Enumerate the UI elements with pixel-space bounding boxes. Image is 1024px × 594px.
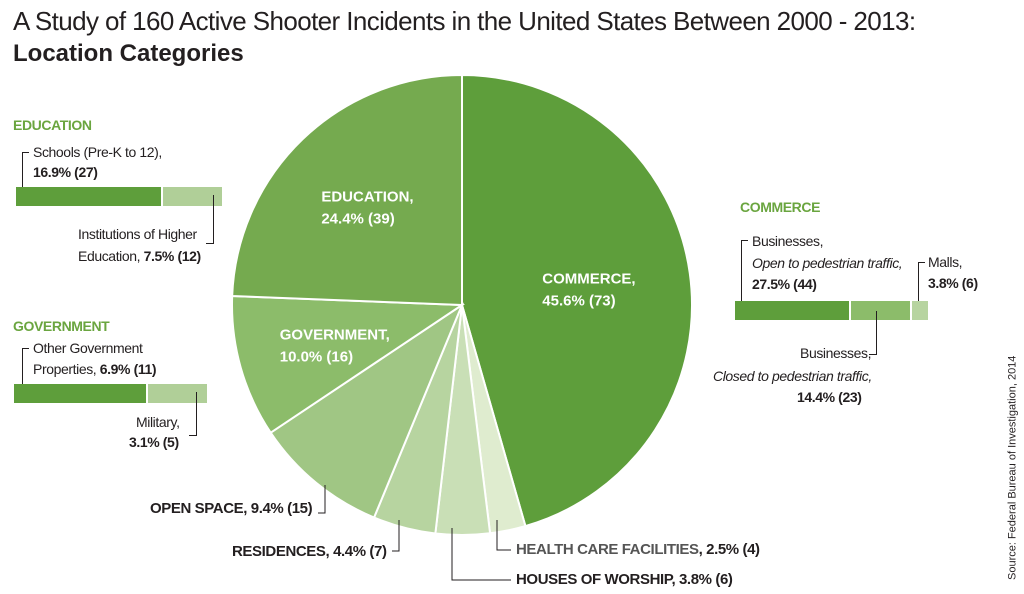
label-houses-of-worship: HOUSES OF WORSHIP, 3.8% (6) <box>516 570 733 589</box>
government-other-bar <box>14 384 146 403</box>
education-heading: EDUCATION <box>13 117 92 133</box>
label-health-care: HEALTH CARE FACILITIES, 2.5% (4) <box>516 540 760 559</box>
leader-line-houses-of-worship <box>451 528 511 581</box>
government-other-label-1: Other Government <box>33 340 143 356</box>
pie-slice-commerce <box>461 73 693 528</box>
commerce-closed-value: 14.4% (23) <box>797 389 862 405</box>
commerce-malls-bar <box>912 301 928 320</box>
government-heading: GOVERNMENT <box>13 318 110 334</box>
education-higher-label-1: Institutions of Higher <box>78 226 197 242</box>
leader-line-health-care <box>496 520 511 551</box>
pie-label-government: GOVERNMENT, <box>280 327 390 344</box>
education-schools-leader-tick <box>22 152 29 153</box>
label-health-care-value: , 2.5% (4) <box>698 541 760 558</box>
commerce-closed-leader-tick <box>869 354 877 355</box>
commerce-open-value: 27.5% (44) <box>752 276 817 292</box>
leader-line-open-space <box>318 485 326 514</box>
education-higher-bar <box>163 187 222 206</box>
pie-value-commerce: 45.6% (73) <box>542 292 615 309</box>
commerce-closed-leader <box>876 311 877 354</box>
education-higher-label: Education, 7.5% (12) <box>78 247 201 266</box>
education-schools-leader <box>22 152 23 188</box>
education-schools-value: 16.9% (27) <box>33 164 98 180</box>
education-schools-label: Schools (Pre-K to 12), <box>33 144 162 160</box>
commerce-malls-leader-tick <box>918 262 925 263</box>
education-higher-label-2: Education, <box>78 248 144 264</box>
pie-slice-government <box>231 294 466 435</box>
leader-line-residences <box>392 520 400 552</box>
pie-value-government: 10.0% (16) <box>280 349 353 366</box>
commerce-open-bar <box>735 301 849 320</box>
commerce-open-label-2: Open to pedestrian traffic, <box>752 255 903 271</box>
government-other-leader-tick <box>22 348 29 349</box>
label-open-space-name: OPEN SPACE <box>150 500 244 517</box>
pie-value-education: 24.4% (39) <box>321 211 394 228</box>
education-higher-value: 7.5% (12) <box>143 248 202 264</box>
commerce-closed-label-1: Businesses, <box>800 345 872 361</box>
label-residences-value: , 4.4% (7) <box>325 543 387 560</box>
commerce-open-label-1: Businesses, <box>752 233 824 249</box>
label-health-care-name: HEALTH CARE FACILITIES <box>516 541 699 558</box>
commerce-closed-bar <box>851 301 910 320</box>
source-note: Source: Federal Bureau of Investigation,… <box>1006 355 1018 580</box>
pie-label-education: EDUCATION, <box>321 189 413 206</box>
government-military-value: 3.1% (5) <box>129 434 179 450</box>
commerce-malls-label: Malls, <box>928 254 963 270</box>
label-houses-of-worship-value: , 3.8% (6) <box>671 571 733 588</box>
education-schools-bar <box>16 187 161 206</box>
government-other-label: Properties, 6.9% (11) <box>33 360 157 379</box>
commerce-open-leader-tick <box>741 240 748 241</box>
government-military-label: Military, <box>136 414 180 430</box>
commerce-malls-value: 3.8% (6) <box>928 275 978 291</box>
commerce-open-leader <box>741 240 742 302</box>
commerce-malls-leader <box>918 262 919 302</box>
government-military-leader <box>196 392 197 435</box>
label-open-space-value: , 9.4% (15) <box>243 500 313 517</box>
government-military-bar <box>148 384 207 403</box>
label-residences-name: RESIDENCES <box>232 543 326 560</box>
pie-slice-open-space <box>269 302 465 519</box>
government-military-leader-tick <box>189 435 197 436</box>
government-other-label-2: Properties, <box>33 361 100 377</box>
education-higher-leader-tick <box>206 243 214 244</box>
commerce-heading: COMMERCE <box>740 199 821 215</box>
pie-label-commerce: COMMERCE, <box>542 270 635 287</box>
education-higher-leader <box>213 195 214 243</box>
commerce-closed-label-2: Closed to pedestrian traffic, <box>713 368 872 384</box>
government-other-value: 6.9% (11) <box>99 361 157 377</box>
label-houses-of-worship-name: HOUSES OF WORSHIP <box>516 571 672 588</box>
pie-slice-education <box>231 73 463 307</box>
label-open-space: OPEN SPACE, 9.4% (15) <box>150 499 313 518</box>
chart-title: A Study of 160 Active Shooter Incidents … <box>13 6 916 36</box>
chart-subtitle: Location Categories <box>13 40 244 67</box>
government-other-leader <box>22 348 23 385</box>
label-residences: RESIDENCES, 4.4% (7) <box>232 542 387 561</box>
